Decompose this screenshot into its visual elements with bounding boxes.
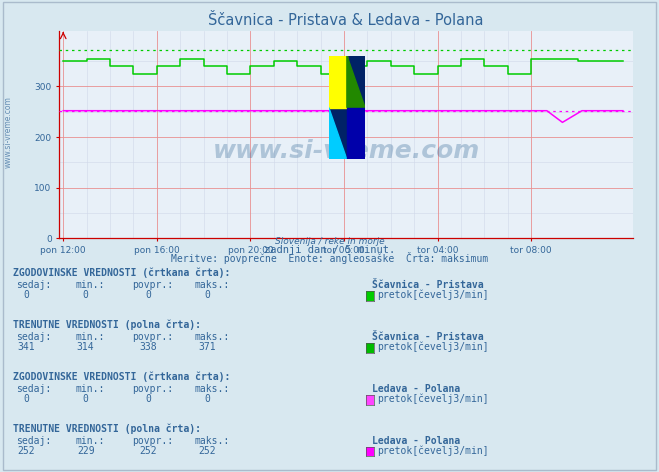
Text: Ledava - Polana: Ledava - Polana (372, 384, 461, 394)
Text: maks.:: maks.: (194, 332, 229, 342)
Text: ZGODOVINSKE VREDNOSTI (črtkana črta):: ZGODOVINSKE VREDNOSTI (črtkana črta): (13, 268, 231, 278)
Text: Ščavnica - Pristava: Ščavnica - Pristava (372, 280, 484, 290)
Text: Meritve: povprečne  Enote: angleosaške  Črta: maksimum: Meritve: povprečne Enote: angleosaške Čr… (171, 252, 488, 264)
Text: 0: 0 (24, 290, 29, 300)
Text: min.:: min.: (76, 332, 105, 342)
Text: povpr.:: povpr.: (132, 436, 173, 446)
Text: 0: 0 (146, 290, 151, 300)
Text: 0: 0 (205, 290, 210, 300)
Title: Ščavnica - Pristava & Ledava - Polana: Ščavnica - Pristava & Ledava - Polana (208, 13, 484, 28)
Text: www.si-vreme.com: www.si-vreme.com (212, 139, 480, 163)
Text: maks.:: maks.: (194, 384, 229, 394)
Text: 371: 371 (199, 342, 216, 352)
Text: TRENUTNE VREDNOSTI (polna črta):: TRENUTNE VREDNOSTI (polna črta): (13, 320, 201, 330)
Text: Slovenija / reke in morje: Slovenija / reke in morje (275, 237, 384, 246)
Text: 252: 252 (140, 446, 157, 456)
Text: sedaj:: sedaj: (16, 436, 51, 446)
Text: Ščavnica - Pristava: Ščavnica - Pristava (372, 332, 484, 342)
Text: min.:: min.: (76, 384, 105, 394)
Text: 252: 252 (199, 446, 216, 456)
Text: 338: 338 (140, 342, 157, 352)
Text: pretok[čevelj3/min]: pretok[čevelj3/min] (377, 290, 488, 300)
Text: 252: 252 (18, 446, 35, 456)
Text: 0: 0 (205, 394, 210, 404)
Text: pretok[čevelj3/min]: pretok[čevelj3/min] (377, 394, 488, 404)
Text: ZGODOVINSKE VREDNOSTI (črtkana črta):: ZGODOVINSKE VREDNOSTI (črtkana črta): (13, 371, 231, 382)
Text: 314: 314 (77, 342, 94, 352)
Text: www.si-vreme.com: www.si-vreme.com (3, 96, 13, 168)
Text: povpr.:: povpr.: (132, 384, 173, 394)
Text: TRENUTNE VREDNOSTI (polna črta):: TRENUTNE VREDNOSTI (polna črta): (13, 423, 201, 434)
Text: min.:: min.: (76, 436, 105, 446)
Polygon shape (329, 108, 347, 160)
Bar (347, 108, 365, 160)
Text: povpr.:: povpr.: (132, 280, 173, 290)
Text: Ledava - Polana: Ledava - Polana (372, 436, 461, 446)
Text: zadnji dan / 5 minut.: zadnji dan / 5 minut. (264, 245, 395, 255)
Text: sedaj:: sedaj: (16, 384, 51, 394)
Text: min.:: min.: (76, 280, 105, 290)
Text: 0: 0 (83, 290, 88, 300)
Polygon shape (329, 56, 365, 160)
Text: 0: 0 (83, 394, 88, 404)
Text: 0: 0 (146, 394, 151, 404)
Text: maks.:: maks.: (194, 436, 229, 446)
Text: 341: 341 (18, 342, 35, 352)
Bar (329, 56, 347, 108)
Text: pretok[čevelj3/min]: pretok[čevelj3/min] (377, 446, 488, 456)
Text: sedaj:: sedaj: (16, 280, 51, 290)
Polygon shape (347, 56, 365, 108)
Text: 229: 229 (77, 446, 94, 456)
Text: sedaj:: sedaj: (16, 332, 51, 342)
Text: pretok[čevelj3/min]: pretok[čevelj3/min] (377, 342, 488, 352)
Text: povpr.:: povpr.: (132, 332, 173, 342)
Text: maks.:: maks.: (194, 280, 229, 290)
Text: 0: 0 (24, 394, 29, 404)
